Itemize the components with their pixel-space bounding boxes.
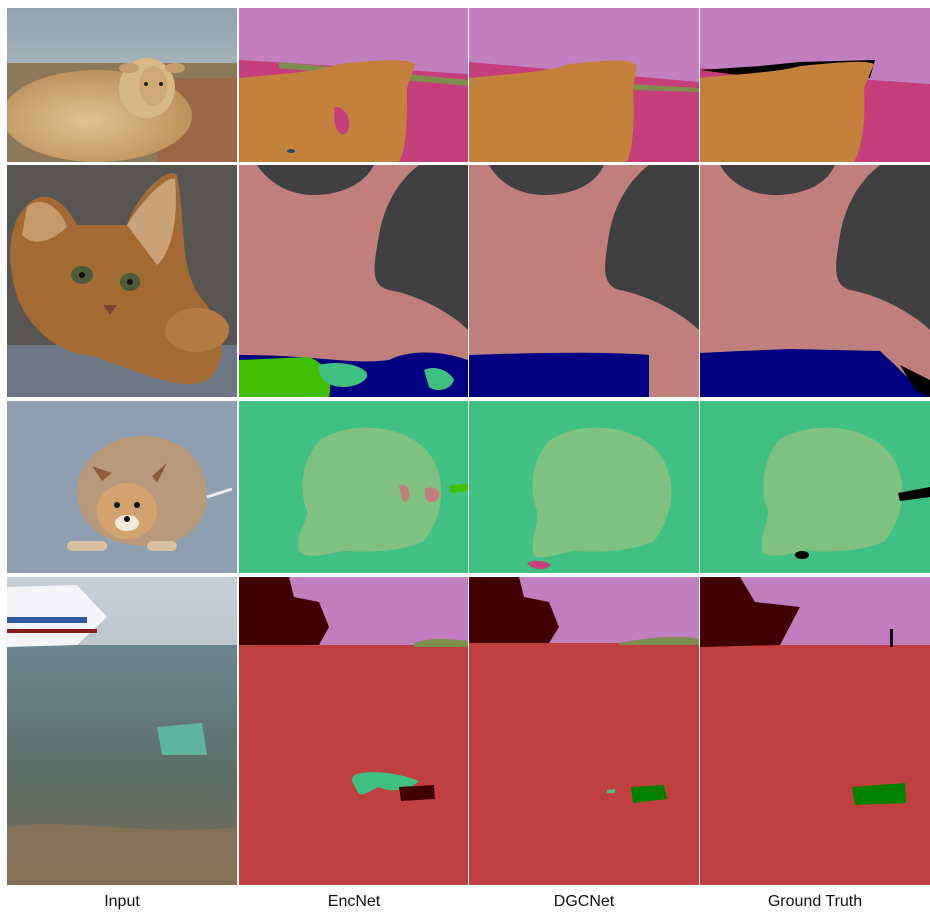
column-label-ground-truth: Ground Truth: [767, 893, 863, 910]
column-label-input: Input: [104, 893, 140, 910]
dgcnet-segmentation-harbor: [469, 577, 699, 885]
column-label-dgcnet: DGCNet: [553, 893, 615, 910]
input-image-harbor: [7, 577, 237, 885]
ground-truth-kitten: [700, 165, 930, 397]
ground-truth-sheep: [700, 8, 930, 162]
encnet-segmentation-harbor: [239, 577, 468, 885]
ground-truth-harbor: [700, 577, 930, 885]
encnet-segmentation-sheep: [239, 8, 468, 162]
encnet-segmentation-kitten: [239, 165, 468, 397]
input-image-sheep: [7, 8, 237, 162]
encnet-segmentation-dog: [239, 401, 468, 573]
input-image-dog: [7, 401, 237, 573]
input-image-kitten: [7, 165, 237, 397]
ground-truth-dog: [700, 401, 930, 573]
dgcnet-segmentation-kitten: [469, 165, 699, 397]
dgcnet-segmentation-sheep: [469, 8, 699, 162]
dgcnet-segmentation-dog: [469, 401, 699, 573]
column-label-encnet: EncNet: [327, 893, 381, 910]
